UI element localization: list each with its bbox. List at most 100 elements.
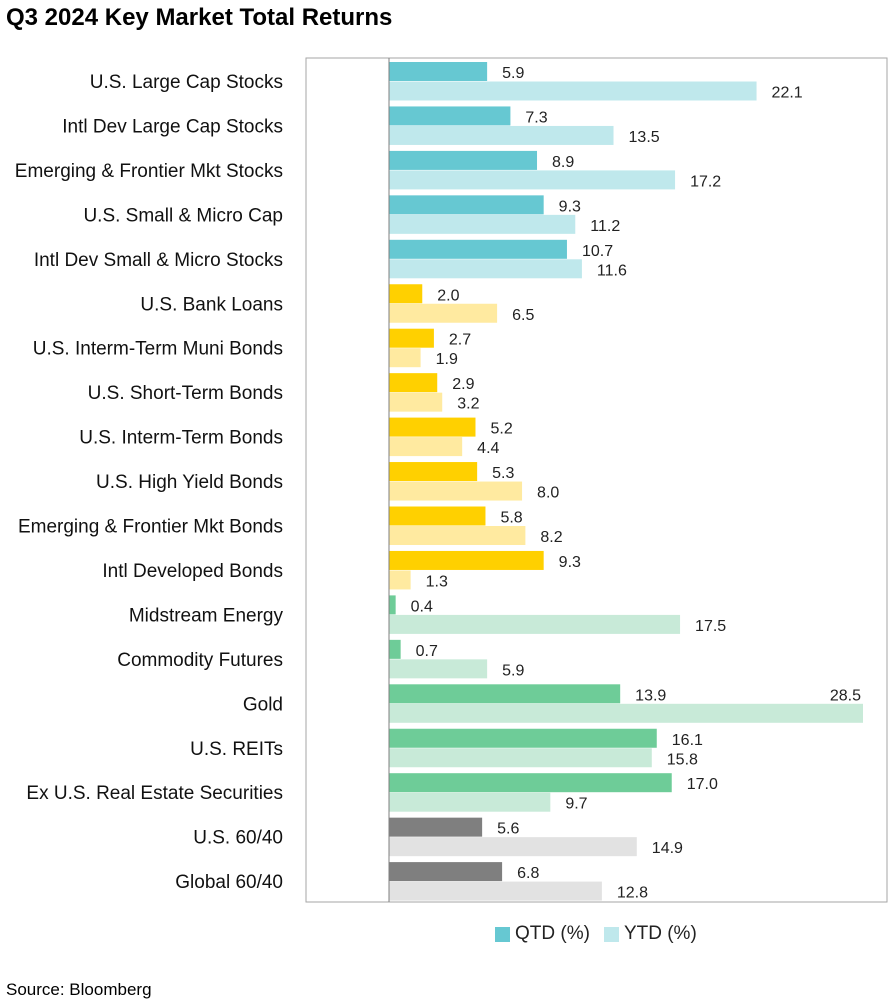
ytd-bar <box>389 214 576 234</box>
qtd-bar <box>389 595 396 615</box>
chart-title: Q3 2024 Key Market Total Returns <box>6 4 393 31</box>
category-label: Emerging & Frontier Mkt Stocks <box>15 161 283 182</box>
ytd-bar <box>389 526 526 545</box>
category-label: U.S. Interm-Term Muni Bonds <box>33 339 283 360</box>
ytd-value-label: 22.1 <box>772 85 803 102</box>
qtd-value-label: 17.0 <box>687 776 718 793</box>
ytd-bar <box>389 837 637 857</box>
source-note: Source: Bloomberg <box>6 980 152 999</box>
legend: QTD (%) YTD (%) <box>495 923 711 945</box>
legend-item-ytd: YTD (%) <box>603 923 697 945</box>
ytd-value-label: 28.5 <box>830 687 861 704</box>
legend-item-qtd: QTD (%) <box>495 923 590 945</box>
qtd-bar <box>389 773 672 793</box>
category-label: U.S. High Yield Bonds <box>96 472 283 493</box>
category-label: Intl Dev Large Cap Stocks <box>62 116 283 137</box>
ytd-bar <box>389 125 614 145</box>
category-label: Emerging & Frontier Mkt Bonds <box>18 517 283 538</box>
ytd-value-label: 1.9 <box>436 351 458 368</box>
category-label: Global 60/40 <box>175 872 283 893</box>
qtd-bar <box>389 373 438 393</box>
ytd-value-label: 9.7 <box>565 796 587 813</box>
ytd-value-label: 17.2 <box>690 173 721 190</box>
qtd-value-label: 10.7 <box>582 243 613 260</box>
qtd-value-label: 2.7 <box>449 332 471 349</box>
ytd-bar <box>389 481 523 501</box>
qtd-bar <box>389 417 476 437</box>
category-label: U.S. Small & Micro Cap <box>83 205 283 226</box>
ytd-value-label: 12.8 <box>617 885 648 902</box>
qtd-value-label: 6.8 <box>517 865 539 882</box>
category-label: Intl Developed Bonds <box>102 561 283 582</box>
category-label: Midstream Energy <box>129 605 284 626</box>
ytd-value-label: 14.9 <box>652 840 683 857</box>
ytd-bar <box>389 748 652 768</box>
category-label: U.S. Large Cap Stocks <box>90 72 283 93</box>
qtd-value-label: 5.2 <box>490 421 512 438</box>
qtd-bar <box>389 239 567 259</box>
ytd-bar <box>389 437 463 457</box>
ytd-value-label: 4.4 <box>477 440 499 457</box>
qtd-value-label: 7.3 <box>525 109 547 126</box>
ytd-bar <box>389 570 411 590</box>
qtd-bar <box>389 462 478 482</box>
qtd-bar <box>389 150 538 170</box>
ytd-bar <box>389 303 498 323</box>
legend-swatch-qtd <box>495 926 510 942</box>
qtd-bar <box>389 728 657 748</box>
ytd-value-label: 17.5 <box>695 618 726 635</box>
ytd-value-label: 15.8 <box>667 751 698 768</box>
ytd-bar <box>389 259 582 279</box>
ytd-value-label: 8.0 <box>537 485 559 502</box>
category-label: U.S. Interm-Term Bonds <box>79 428 283 449</box>
legend-swatch-ytd <box>603 926 619 942</box>
category-label: Gold <box>243 694 283 715</box>
ytd-bar <box>389 81 757 101</box>
ytd-bar <box>389 792 551 812</box>
qtd-bar <box>389 550 544 570</box>
qtd-value-label: 16.1 <box>672 732 703 749</box>
qtd-value-label: 0.4 <box>411 598 433 615</box>
qtd-bar <box>389 506 486 526</box>
ytd-bar <box>389 392 443 412</box>
ytd-value-label: 6.5 <box>512 307 534 324</box>
qtd-bar <box>389 684 621 704</box>
ytd-value-label: 11.6 <box>597 262 627 279</box>
ytd-value-label: 8.2 <box>540 529 562 546</box>
qtd-bar <box>389 862 503 882</box>
plot-frame <box>305 57 888 903</box>
qtd-value-label: 5.3 <box>492 465 514 482</box>
qtd-bar <box>389 284 423 304</box>
ytd-bar <box>389 881 602 901</box>
ytd-value-label: 3.2 <box>457 396 479 413</box>
qtd-bar <box>389 817 483 837</box>
qtd-bar <box>389 328 434 348</box>
category-label: Intl Dev Small & Micro Stocks <box>34 250 283 271</box>
qtd-value-label: 2.9 <box>452 376 474 393</box>
qtd-value-label: 5.6 <box>497 821 519 838</box>
category-label: U.S. Short-Term Bonds <box>88 383 283 404</box>
ytd-bar <box>389 348 421 368</box>
ytd-value-label: 5.9 <box>502 662 524 679</box>
category-label: Commodity Futures <box>117 650 283 671</box>
qtd-bar <box>389 106 511 126</box>
qtd-value-label: 0.7 <box>416 643 438 660</box>
qtd-bar <box>389 62 488 81</box>
category-label: U.S. Bank Loans <box>140 294 283 315</box>
category-label: U.S. REITs <box>190 739 283 760</box>
ytd-bar <box>389 703 863 723</box>
legend-label-qtd: QTD (%) <box>515 923 590 944</box>
qtd-value-label: 5.9 <box>502 65 524 82</box>
ytd-value-label: 1.3 <box>426 573 448 590</box>
ytd-value-label: 13.5 <box>629 129 660 146</box>
ytd-bar <box>389 170 676 190</box>
qtd-value-label: 2.0 <box>437 287 459 304</box>
qtd-value-label: 5.8 <box>500 510 522 527</box>
qtd-value-label: 13.9 <box>635 687 666 704</box>
ytd-bar <box>389 614 681 634</box>
qtd-value-label: 8.9 <box>552 154 574 171</box>
category-label: Ex U.S. Real Estate Securities <box>26 783 283 804</box>
qtd-value-label: 9.3 <box>559 554 581 571</box>
legend-label-ytd: YTD (%) <box>623 923 697 944</box>
